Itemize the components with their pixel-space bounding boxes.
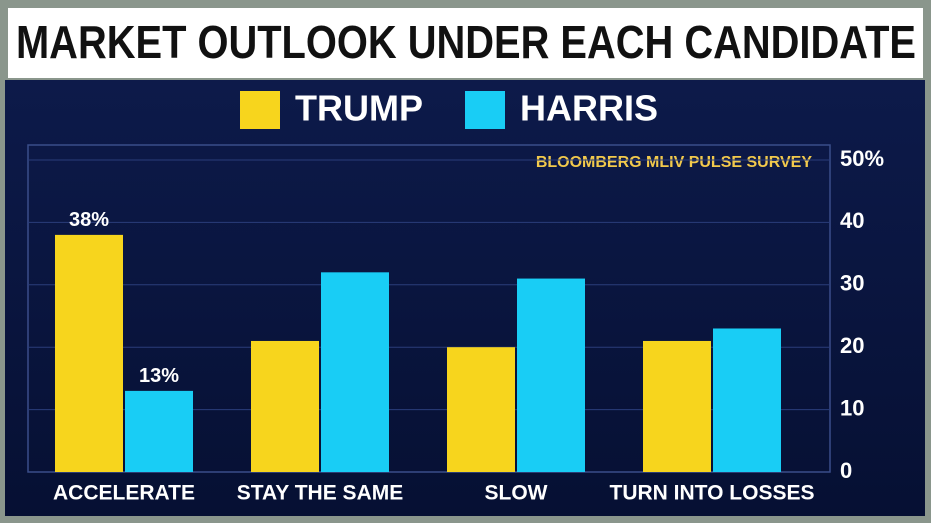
source-note: BLOOMBERG MLIV PULSE SURVEY [536, 154, 813, 171]
y-tick-label: 50% [840, 146, 884, 171]
chart-title: MARKET OUTLOOK UNDER EACH CANDIDATE [16, 16, 916, 68]
bar [321, 272, 389, 472]
bar [713, 328, 781, 472]
bar [517, 278, 585, 472]
value-label: 13% [139, 365, 179, 387]
legend-label: HARRIS [520, 88, 658, 129]
bar [447, 347, 515, 472]
title-bar [8, 8, 923, 78]
y-tick-label: 10 [840, 395, 864, 420]
plot-frame [27, 144, 831, 473]
bar [251, 340, 319, 472]
y-tick-label: 0 [840, 458, 852, 483]
bar [125, 390, 193, 472]
x-tick-label: SLOW [485, 482, 548, 505]
y-tick-label: 40 [840, 208, 864, 233]
bar [643, 340, 711, 472]
legend-label: TRUMP [295, 88, 423, 129]
legend-swatch [465, 91, 505, 129]
y-tick-label: 20 [840, 333, 864, 358]
x-tick-label: STAY THE SAME [237, 482, 403, 505]
bar [55, 234, 123, 472]
legend-swatch [240, 91, 280, 129]
x-tick-label: ACCELERATE [53, 482, 195, 505]
y-tick-label: 30 [840, 271, 864, 296]
value-label: 38% [69, 209, 109, 231]
x-tick-label: TURN INTO LOSSES [610, 482, 815, 505]
